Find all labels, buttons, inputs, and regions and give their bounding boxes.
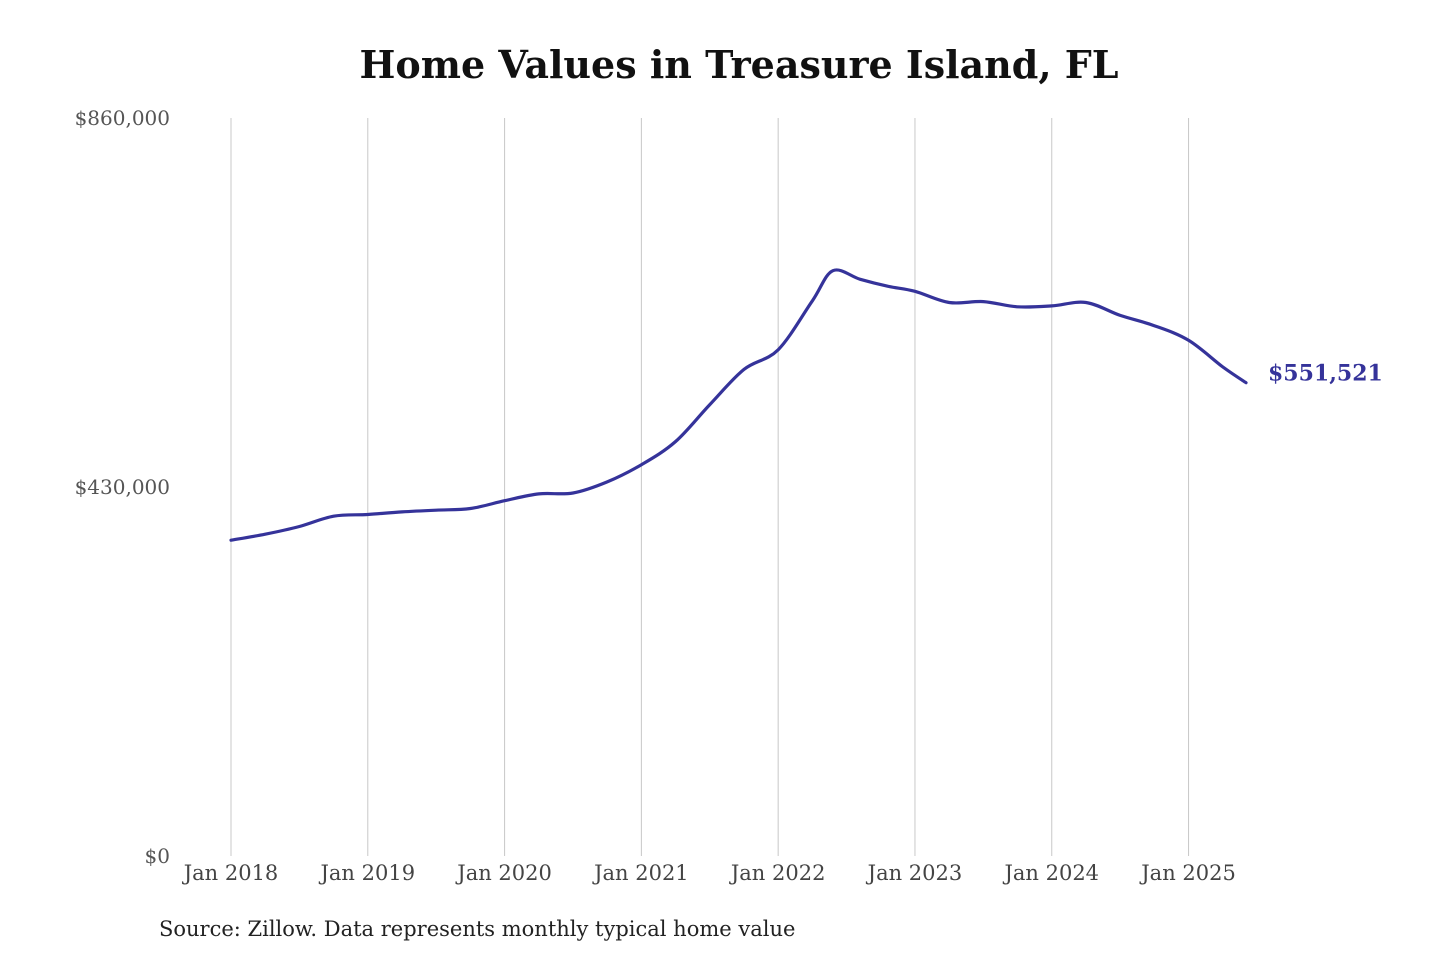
grid-lines <box>230 118 1190 856</box>
end-value-label: $551,521 <box>1268 361 1383 387</box>
x-tick-label: Jan 2019 <box>318 861 415 885</box>
data-point <box>811 299 814 302</box>
data-point <box>914 290 917 293</box>
y-tick-label: $430,000 <box>75 475 170 499</box>
x-tick-label: Jan 2022 <box>729 861 826 885</box>
data-point <box>948 301 951 304</box>
data-point <box>537 492 540 495</box>
data-point <box>1153 324 1156 327</box>
data-point <box>1221 365 1224 368</box>
x-tick-label: Jan 2024 <box>1002 861 1099 885</box>
y-axis: $0 $430,000 $860,000 <box>75 106 170 868</box>
data-point <box>1119 314 1122 317</box>
data-point <box>1245 381 1248 384</box>
data-point <box>366 513 369 516</box>
y-tick-label: $860,000 <box>75 106 170 130</box>
data-point <box>640 463 643 466</box>
data-point <box>886 285 889 288</box>
y-tick-label: $0 <box>145 844 170 868</box>
data-point <box>1050 304 1053 307</box>
x-tick-label: Jan 2025 <box>1139 861 1236 885</box>
data-point <box>503 499 506 502</box>
x-tick-label: Jan 2023 <box>866 861 963 885</box>
data-point <box>1016 305 1019 308</box>
data-point <box>831 269 834 272</box>
data-point <box>777 348 780 351</box>
data-point <box>859 278 862 281</box>
data-point <box>1085 301 1088 304</box>
data-point <box>401 510 404 513</box>
data-point <box>982 300 985 303</box>
x-tick-label: Jan 2021 <box>592 861 689 885</box>
x-tick-label: Jan 2020 <box>455 861 552 885</box>
data-point <box>1187 339 1190 342</box>
data-point <box>708 403 711 406</box>
data-point <box>572 492 575 495</box>
data-point <box>606 480 609 483</box>
data-point <box>435 509 438 512</box>
series-line <box>229 268 1248 542</box>
data-point <box>469 507 472 510</box>
data-point <box>230 539 233 542</box>
chart-title: Home Values in Treasure Island, FL <box>359 42 1119 87</box>
data-point <box>332 515 335 518</box>
series-layer: $551,521 <box>229 268 1383 542</box>
x-tick-label: Jan 2018 <box>182 861 279 885</box>
data-point <box>298 525 301 528</box>
source-note: Source: Zillow. Data represents monthly … <box>159 917 796 941</box>
data-point <box>264 533 267 536</box>
data-point <box>743 368 746 371</box>
x-axis: Jan 2018 Jan 2019 Jan 2020 Jan 2021 Jan 2022… <box>182 861 1236 885</box>
data-point <box>674 440 677 443</box>
